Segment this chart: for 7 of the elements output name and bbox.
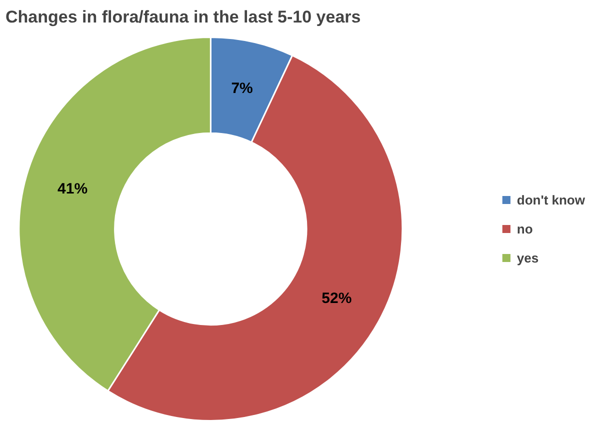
data-label: 41% bbox=[58, 180, 88, 198]
chart-title: Changes in flora/fauna in the last 5-10 years bbox=[6, 8, 361, 26]
data-label: 52% bbox=[322, 290, 352, 307]
data-label: 7% bbox=[231, 80, 253, 98]
legend-label: no bbox=[516, 221, 534, 236]
legend-label: don't know bbox=[516, 192, 585, 207]
legend-label: yes bbox=[516, 250, 539, 265]
